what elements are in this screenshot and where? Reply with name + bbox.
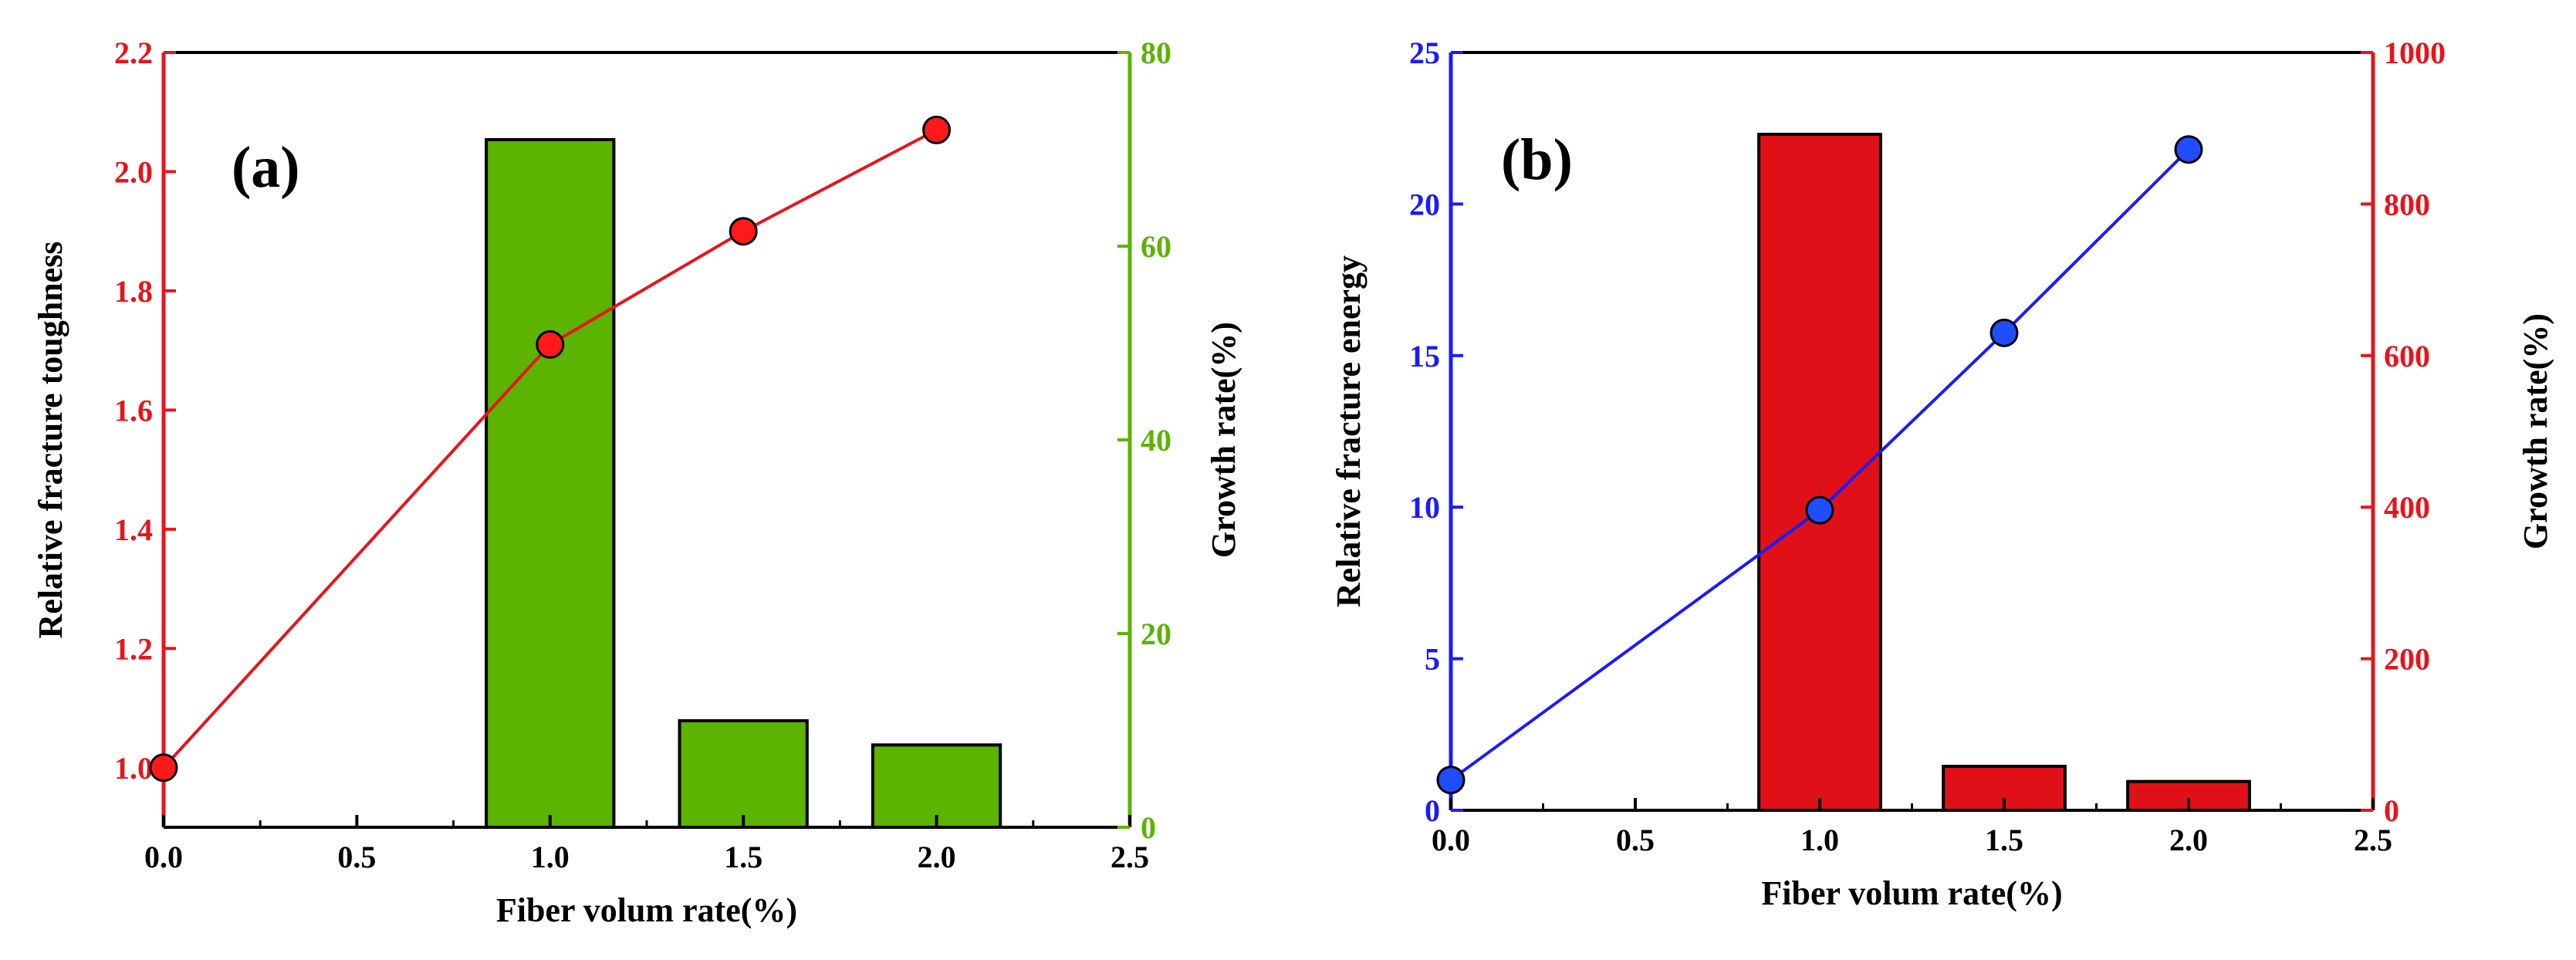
x-tick-label: 0.0: [144, 840, 183, 874]
data-point: [2174, 135, 2203, 164]
bar: [1757, 133, 1882, 812]
series-line: [1449, 148, 2190, 782]
x-tick-label: 2.0: [918, 840, 956, 874]
x-tick-label: 2.5: [2354, 823, 2392, 857]
left-tick-label: 25: [1409, 35, 1440, 70]
left-tick-label: 1.2: [114, 631, 153, 666]
x-tick-label: 1.5: [724, 840, 762, 874]
right-tick-label: 600: [2384, 339, 2430, 374]
x-tick-label: 0.5: [1616, 823, 1655, 857]
left-tick-label: 2.0: [114, 154, 153, 189]
right-tick-label: 400: [2384, 490, 2430, 525]
left-tick-label: 2.2: [114, 35, 153, 70]
right-axis-label: Growth rate(%): [1205, 322, 1242, 558]
right-tick-label: 0: [2384, 793, 2399, 828]
bar: [678, 718, 809, 830]
right-tick-label: 200: [2384, 642, 2430, 677]
right-tick-label: 60: [1141, 229, 1171, 264]
chart-panel-b: 0.0 0.5 1.0 1.5 2.0 2.50510152025020040060080…: [1330, 35, 2554, 912]
data-point: [149, 753, 178, 783]
left-tick-label: 0: [1425, 793, 1440, 828]
x-tick-label: 0.0: [1432, 823, 1470, 857]
data-point: [1989, 318, 2019, 347]
x-axis-label: Fiber volum rate(%): [496, 891, 797, 929]
data-point: [1805, 495, 1834, 525]
right-tick-label: 20: [1141, 617, 1171, 651]
right-tick-label: 40: [1141, 423, 1171, 458]
right-tick-label: 800: [2384, 187, 2430, 221]
x-axis-label: Fiber volum rate(%): [1761, 874, 2062, 912]
left-tick-label: 20: [1409, 187, 1440, 221]
data-point: [1436, 766, 1465, 795]
bar: [485, 137, 616, 829]
left-tick-label: 1.4: [114, 512, 153, 547]
right-tick-label: 0: [1141, 810, 1156, 845]
data-point: [729, 217, 758, 246]
x-tick-label: 1.0: [1800, 823, 1839, 857]
right-tick-label: 1000: [2384, 35, 2446, 70]
panel-label: (a): [232, 135, 300, 200]
left-tick-label: 1.6: [114, 393, 153, 428]
left-tick-label: 5: [1425, 642, 1440, 677]
left-axis-label: Relative fracture energy: [1330, 255, 1367, 607]
left-tick-label: 1.8: [114, 274, 153, 309]
right-axis-label: Growth rate(%): [2517, 313, 2554, 549]
x-tick-label: 1.0: [531, 840, 570, 874]
left-tick-label: 1.0: [114, 751, 153, 786]
x-tick-label: 1.5: [1985, 823, 2023, 857]
x-tick-label: 2.5: [1111, 840, 1149, 874]
data-point: [536, 330, 565, 359]
bar: [870, 743, 1002, 830]
left-tick-label: 10: [1409, 490, 1440, 525]
right-tick-label: 80: [1141, 35, 1171, 70]
x-tick-label: 2.0: [2169, 823, 2208, 857]
chart-panel-a: 0.0 0.5 1.0 1.5 2.0 2.5 1.0 1.2 1.4 1.6 1.8 2.0 2.2 0…: [32, 35, 1242, 929]
left-axis-label: Relative fracture toughness: [32, 242, 69, 639]
left-tick-label: 15: [1409, 339, 1440, 374]
x-tick-label: 0.5: [337, 840, 376, 874]
data-point: [922, 115, 952, 144]
series-line: [162, 128, 938, 769]
panel-label: (b): [1501, 127, 1573, 192]
